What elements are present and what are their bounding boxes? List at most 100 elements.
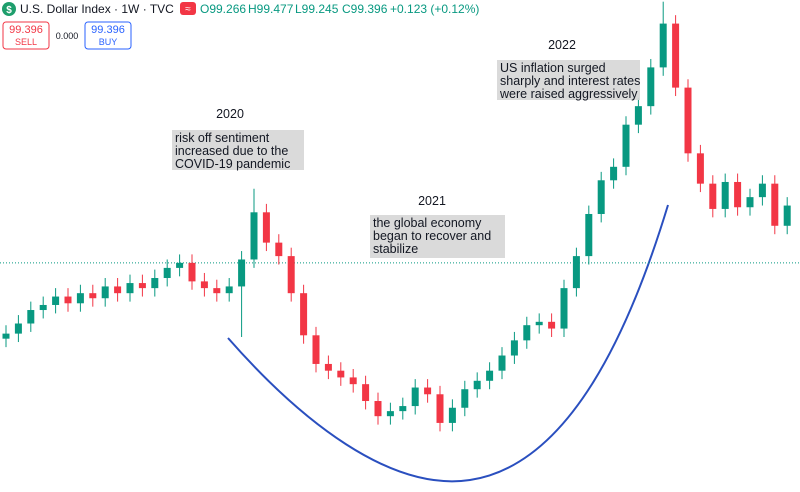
buy-price: 99.396 [91, 24, 125, 36]
candle-body [27, 310, 35, 324]
candle-body [622, 124, 630, 167]
candle-body [684, 87, 692, 154]
candle-body [399, 406, 407, 412]
candle-body [696, 153, 704, 184]
candle-body [52, 296, 60, 305]
candle-body [324, 363, 332, 371]
candle-body [275, 242, 283, 257]
candle-body [176, 262, 184, 268]
candle-body [473, 380, 481, 390]
candle-body [374, 401, 382, 417]
annotation-text: US inflation surged [500, 61, 606, 75]
annotation-box [172, 130, 304, 170]
trend-curve [227, 204, 669, 483]
candle-body [287, 256, 295, 294]
annotation-text: stabilize [373, 242, 418, 256]
ohlc-open: O99.266 [200, 2, 246, 16]
candle-body [163, 267, 171, 279]
candle-body [213, 288, 221, 294]
annotation-text: COVID-19 pandemic [175, 157, 290, 171]
candle-body [337, 370, 345, 378]
candle-body [597, 180, 605, 214]
candle-body [200, 281, 208, 289]
candle-body [138, 283, 146, 289]
sell-label: SELL [15, 37, 37, 47]
candle-body [362, 384, 370, 402]
buy-label: BUY [99, 37, 118, 47]
annotation-text: increased due to the [175, 144, 288, 158]
candle-body [64, 296, 72, 304]
candle-body [746, 197, 754, 208]
candle-body [659, 23, 667, 68]
candle-body [647, 67, 655, 107]
sell-price: 99.396 [9, 24, 43, 36]
annotation-text: the global economy [373, 216, 482, 230]
candle-body [411, 387, 419, 407]
candle-body [610, 166, 618, 181]
sell-button[interactable] [2, 21, 50, 50]
annotation-year: 2020 [216, 107, 244, 121]
annotation-box [370, 215, 505, 258]
badge [180, 2, 196, 15]
candle-body [634, 106, 642, 125]
candle-body [572, 256, 580, 289]
candle-body [126, 283, 134, 294]
candle-body [560, 288, 568, 329]
candle-body [486, 370, 494, 381]
candle-body [188, 262, 196, 282]
candle-body [721, 181, 729, 209]
candle-body [498, 355, 506, 371]
annotation-text: sharply and interest rates [500, 74, 640, 88]
badge-glyph: ≈ [185, 4, 191, 15]
candle-body [535, 321, 543, 326]
ohlc-close: C99.396 [342, 2, 388, 16]
candle-body [300, 293, 308, 336]
candle-body [225, 286, 233, 294]
candle-body [312, 335, 320, 364]
candle-body [548, 321, 556, 329]
candle-body [424, 387, 432, 395]
buy-button[interactable] [84, 21, 132, 50]
candle-body [461, 389, 469, 408]
header: $ U.S. Dollar Index · 1W · TVC ≈ O99.266… [2, 2, 479, 50]
candle-body [758, 183, 766, 198]
candle-body [151, 278, 159, 289]
annotation-year: 2022 [548, 38, 576, 52]
ohlc-high: H99.477 [248, 2, 294, 16]
candle-body [448, 407, 456, 423]
candle-body [436, 394, 444, 423]
annotation-text: began to recover and [373, 229, 491, 243]
symbol-title: U.S. Dollar Index · 1W · TVC [20, 2, 174, 16]
candle-body [238, 259, 246, 287]
annotation-text: were raised aggressively [499, 87, 638, 101]
symbol-icon-glyph: $ [6, 5, 12, 16]
candle-body [771, 183, 779, 226]
candle-body [114, 286, 122, 294]
candle-body [349, 377, 357, 385]
candle-body [585, 213, 593, 257]
annotation-box [497, 60, 640, 100]
candle-body [39, 304, 47, 311]
candle-body [523, 325, 531, 341]
ohlc-change: +0.123 (+0.12%) [390, 2, 479, 16]
candle-body [76, 293, 84, 304]
candle-body [672, 23, 680, 88]
candle-body [262, 212, 270, 243]
candle-body [709, 183, 717, 209]
candle-body [510, 340, 518, 356]
candle-body [783, 205, 791, 226]
ohlc-low: L99.245 [295, 2, 339, 16]
candle-body [2, 333, 10, 339]
candle-body [101, 286, 109, 299]
candle-body [14, 323, 22, 334]
candle-body [250, 212, 258, 260]
candle-body [386, 411, 394, 417]
spread: 0.000 [56, 31, 79, 41]
candle-body [89, 293, 97, 299]
annotation-year: 2021 [418, 194, 446, 208]
candle-body [734, 181, 742, 208]
annotation-text: risk off sentiment [175, 131, 270, 145]
symbol-icon [2, 2, 16, 16]
